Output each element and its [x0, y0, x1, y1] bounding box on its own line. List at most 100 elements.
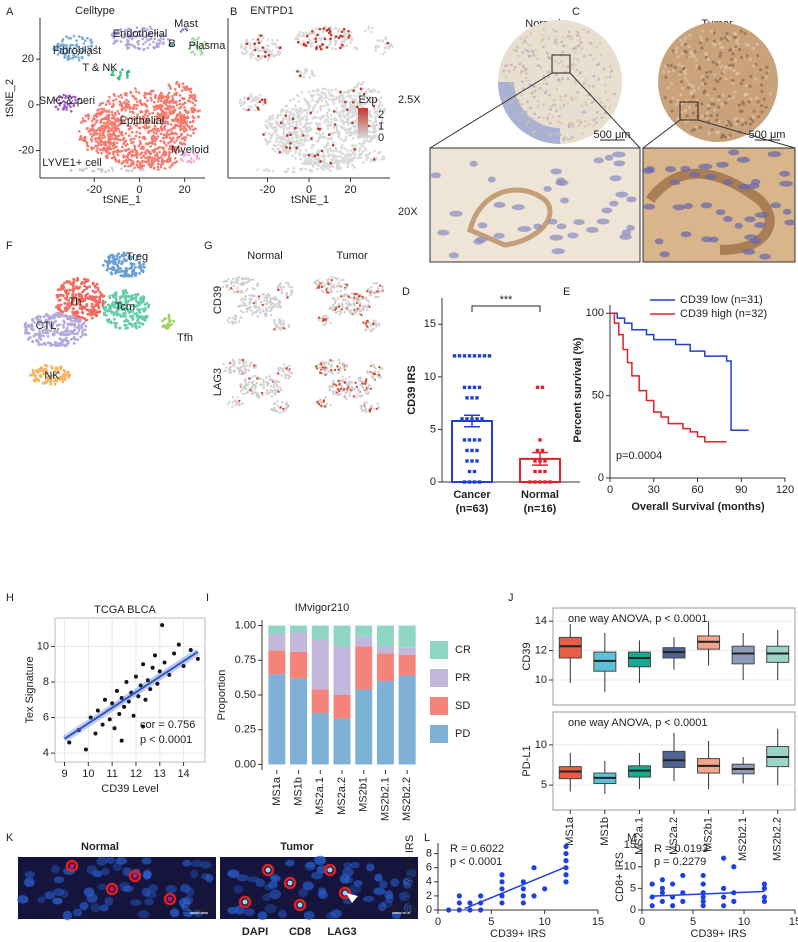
cell-dot: [322, 290, 325, 293]
nucleus: [779, 170, 791, 177]
cell-dot: [332, 303, 335, 307]
cell-dot: [186, 160, 189, 164]
cell-dot: [334, 311, 337, 315]
cell-dot: [340, 295, 343, 298]
cell-dot: [151, 121, 155, 125]
cell-dot: [99, 118, 103, 122]
cell-dot: [261, 303, 264, 307]
tissue-texture: [765, 65, 769, 69]
column-heading: Tumor: [336, 250, 368, 262]
cell-dot: [113, 155, 116, 158]
cell-dot: [346, 161, 349, 164]
cell-dot: [53, 98, 57, 102]
tissue-texture: [587, 41, 591, 45]
cell-dot: [91, 127, 94, 131]
expr-dot: [253, 48, 257, 52]
expr-dot: [246, 97, 250, 101]
tissue-texture: [700, 75, 704, 79]
cell-dot: [285, 293, 289, 296]
cell-dot: [279, 144, 283, 147]
cell-dot: [49, 315, 53, 319]
nucleus: [626, 196, 637, 203]
cell-dot: [244, 297, 247, 300]
cell-dot: [253, 311, 257, 314]
cell-dot: [97, 167, 100, 171]
cell-dot: [340, 159, 343, 162]
cell-dot: [92, 133, 95, 137]
cell-dot: [45, 312, 48, 316]
cell-dot: [194, 99, 198, 103]
cell-dot: [162, 38, 165, 41]
cell-dot: [116, 76, 120, 80]
tissue-texture: [515, 103, 518, 107]
cell-dot: [161, 122, 164, 125]
cell-dot: [119, 28, 123, 31]
cell-dot: [137, 43, 140, 46]
nucleus: [437, 229, 450, 236]
cell-dot: [366, 308, 369, 311]
cell-dot: [90, 298, 94, 301]
cell-dot: [315, 93, 319, 96]
cell-dot: [273, 328, 276, 331]
cell-dot: [132, 122, 136, 126]
cell-dot: [335, 159, 338, 162]
cell-dot: [158, 145, 161, 149]
cell-dot: [52, 333, 55, 337]
cell-dot: [354, 132, 358, 135]
tissue-texture: [682, 70, 686, 74]
cell-dot: [349, 41, 352, 44]
nucleus: [556, 223, 567, 230]
cell-dot: [63, 330, 67, 334]
cell-dot: [131, 110, 135, 114]
tissue-texture: [512, 68, 516, 72]
cell-dot: [126, 148, 129, 151]
cell-dot: [161, 162, 165, 166]
cell-dot: [307, 122, 310, 125]
cell-dot: [346, 165, 349, 169]
cell-dot: [67, 96, 70, 99]
cell-dot: [161, 104, 164, 107]
cell-dot: [93, 284, 97, 288]
cell-dot: [278, 51, 282, 55]
cell-dot: [241, 297, 244, 300]
nucleus: [665, 166, 676, 173]
cell-dot: [324, 26, 328, 30]
expr-dot: [263, 101, 267, 104]
cell-dot: [381, 286, 384, 289]
cell-dot: [258, 49, 262, 52]
tissue-texture: [734, 45, 738, 49]
cell-dot: [366, 325, 369, 328]
cell-dot: [86, 292, 89, 296]
cell-dot: [171, 110, 175, 114]
expr-dot: [263, 55, 267, 58]
cell-dot: [65, 279, 69, 283]
expr-dot: [328, 29, 332, 33]
cell-dot: [271, 169, 275, 173]
cell-dot: [163, 99, 167, 102]
tissue-texture: [504, 64, 508, 68]
cell-dot: [292, 166, 295, 170]
cell-dot: [298, 120, 301, 123]
tissue-texture: [760, 104, 764, 108]
tissue-texture: [521, 51, 525, 54]
cell-dot: [155, 104, 158, 108]
cell-dot: [334, 47, 338, 51]
cell-dot: [191, 101, 195, 105]
cell-dot: [113, 124, 116, 128]
expr-dot: [302, 42, 306, 46]
cell-dot: [358, 307, 361, 310]
tissue-texture: [703, 82, 707, 86]
cell-dot: [343, 282, 346, 286]
nucleus: [709, 236, 719, 243]
cell-dot: [303, 140, 306, 143]
cell-dot: [162, 41, 165, 45]
cell-dot: [129, 164, 132, 168]
cell-dot: [188, 88, 191, 92]
cell-dot: [117, 95, 120, 98]
tissue-texture: [592, 118, 596, 122]
tissue-texture: [579, 121, 582, 124]
cell-dot: [164, 114, 167, 117]
cell-dot: [264, 307, 268, 310]
cell-dot: [240, 304, 244, 307]
cell-dot: [309, 152, 313, 156]
